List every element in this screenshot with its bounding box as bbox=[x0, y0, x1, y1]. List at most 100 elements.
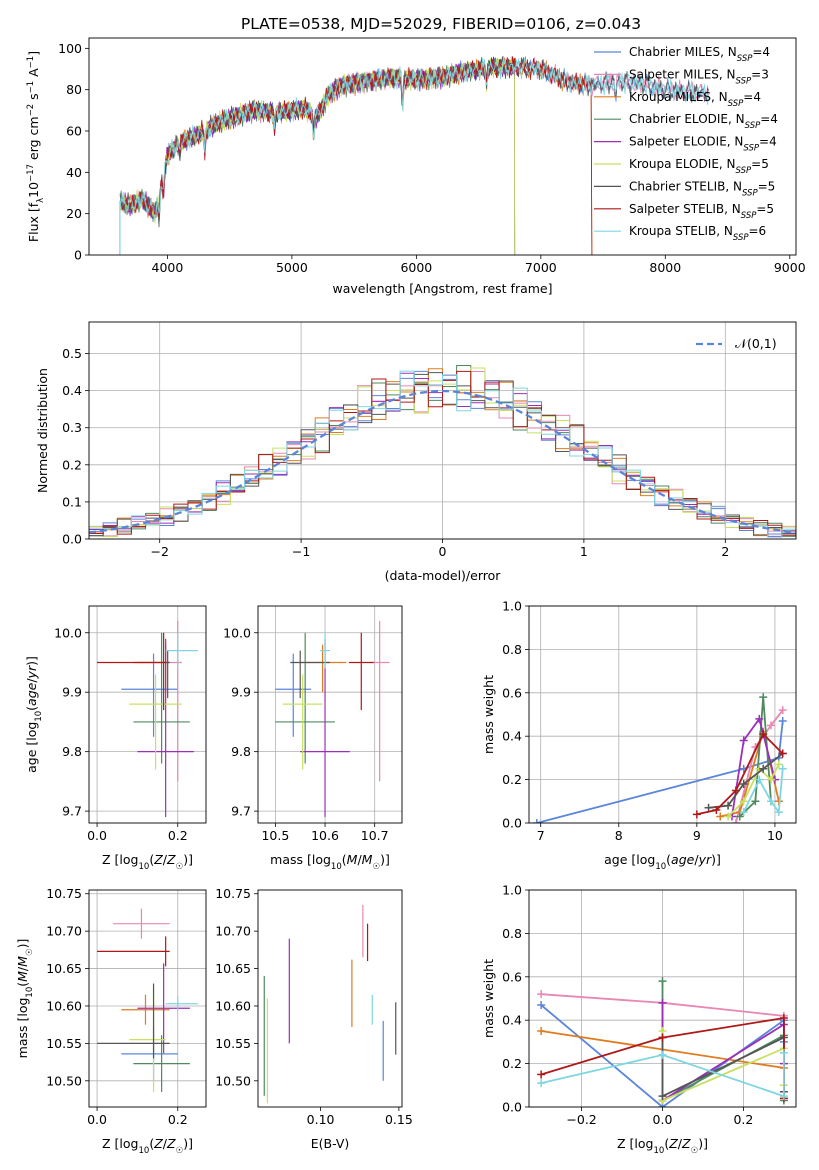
y-tick-label: 10.70 bbox=[46, 924, 82, 939]
weight-marker bbox=[658, 998, 667, 1007]
x-axis-label: Z [log10(Z/Z☉)] bbox=[102, 1136, 193, 1156]
label-part: =6 bbox=[749, 224, 767, 238]
legend-entry: Salpeter STELIB, NSSP=5 bbox=[629, 202, 774, 221]
x-tick-label: 10 bbox=[767, 828, 783, 843]
label-part: E(B-V) bbox=[311, 1136, 350, 1151]
label-part: / bbox=[163, 852, 168, 867]
label-part: SSP bbox=[733, 233, 749, 243]
weight-marker bbox=[658, 977, 667, 986]
weight-marker bbox=[751, 797, 760, 806]
label-part: SSP bbox=[736, 76, 752, 86]
normal-curve bbox=[89, 389, 796, 534]
label-part: 10 bbox=[331, 862, 342, 872]
x-tick-label: 8 bbox=[615, 828, 623, 843]
weight-line bbox=[661, 1036, 785, 1098]
label-part: 10 bbox=[25, 987, 35, 998]
y-axis-label: Flux [fλ10−17 erg cm−2 s−1 A−1] bbox=[26, 51, 46, 242]
label-part: A bbox=[26, 68, 41, 81]
label-part: ☉ bbox=[25, 948, 35, 956]
weight-marker bbox=[774, 760, 783, 769]
x-axis-label: E(B-V) bbox=[311, 1136, 350, 1151]
weight-marker bbox=[735, 812, 744, 821]
y-tick-label: 9.7 bbox=[231, 804, 251, 819]
x-tick-label: 0.2 bbox=[168, 828, 188, 843]
residuals-plot-area bbox=[89, 365, 796, 538]
label-part: )] bbox=[183, 852, 193, 867]
label-part: SSP bbox=[736, 166, 752, 176]
x-tick-label: −0.2 bbox=[566, 1112, 596, 1127]
label-part: SSP bbox=[728, 99, 744, 109]
y-tick-label: 9.8 bbox=[231, 744, 251, 759]
y-tick-label: 0.2 bbox=[62, 457, 82, 472]
x-tick-label: 9 bbox=[693, 828, 701, 843]
label-part: ( bbox=[342, 852, 347, 867]
legend-entry: Salpeter MILES, NSSP=3 bbox=[629, 67, 769, 86]
label-part: ☉ bbox=[176, 862, 184, 872]
y-tick-label: 0.4 bbox=[62, 383, 82, 398]
label-part: M bbox=[15, 971, 30, 982]
x-tick-label: 0.2 bbox=[168, 1112, 188, 1127]
weight-marker bbox=[774, 808, 783, 817]
x-axis-label: mass [log10(M/M☉)] bbox=[270, 852, 390, 872]
age-vs-z-plot-area bbox=[97, 620, 198, 818]
label-part: λ bbox=[36, 198, 46, 203]
x-tick-label: 0.0 bbox=[653, 1112, 673, 1127]
label-part: SSP bbox=[743, 144, 759, 154]
weight-marker bbox=[692, 810, 701, 819]
x-tick-label: 9000 bbox=[774, 260, 806, 275]
label-part: −2 bbox=[26, 104, 36, 117]
weight-marker bbox=[537, 1079, 546, 1088]
y-tick-label: 0.2 bbox=[502, 1056, 522, 1071]
weight-marker bbox=[724, 801, 733, 810]
label-part: ] bbox=[26, 51, 41, 56]
y-tick-label: 0.6 bbox=[502, 969, 522, 984]
axes-frame bbox=[88, 321, 797, 540]
weight-marker bbox=[731, 786, 740, 795]
weight-marker bbox=[739, 736, 748, 745]
y-tick-label: 1.0 bbox=[502, 883, 522, 898]
label-part: / bbox=[15, 966, 30, 971]
legend-entry: Kroupa MILES, NSSP=4 bbox=[629, 90, 761, 109]
y-tick-label: 0.4 bbox=[502, 1013, 522, 1028]
label-part: 10 bbox=[653, 1146, 664, 1156]
label-part: yr bbox=[24, 665, 39, 679]
x-axis-label: age [log10(age/yr)] bbox=[604, 852, 721, 872]
spectrum-line bbox=[119, 55, 709, 255]
label-part: Salpeter MILES, N bbox=[629, 67, 736, 81]
label-part: Salpeter ELODIE, N bbox=[629, 135, 743, 149]
legend-entry: Chabrier MILES, NSSP=4 bbox=[629, 45, 770, 64]
x-tick-label: −1 bbox=[292, 544, 310, 559]
label-part: =4 bbox=[743, 90, 761, 104]
y-tick-label: 10.65 bbox=[46, 961, 82, 976]
label-part: Z bbox=[668, 1136, 678, 1151]
x-tick-label: 1 bbox=[580, 544, 588, 559]
weight-marker bbox=[532, 819, 541, 823]
y-tick-label: 10.65 bbox=[215, 961, 251, 976]
weight-marker bbox=[658, 1092, 667, 1101]
axes-frame bbox=[88, 889, 207, 1108]
y-axis-label: mass weight bbox=[481, 675, 496, 754]
y-tick-label: 0 bbox=[74, 248, 82, 263]
y-tick-label: 10.70 bbox=[215, 924, 251, 939]
label-part: ☉ bbox=[176, 1146, 184, 1156]
label-part: Chabrier MILES, N bbox=[629, 45, 737, 59]
legend-entry: 𝒩(0,1) bbox=[735, 336, 777, 351]
x-tick-label: 2 bbox=[721, 544, 729, 559]
y-tick-label: 0.0 bbox=[62, 532, 82, 547]
y-tick-label: 0.8 bbox=[502, 926, 522, 941]
label-part: )] bbox=[711, 852, 721, 867]
x-tick-label: 7 bbox=[537, 828, 545, 843]
y-tick-label: 10.50 bbox=[46, 1073, 82, 1088]
label-part: Z bbox=[166, 852, 176, 867]
label-part: / bbox=[24, 678, 39, 683]
legend-entry: Kroupa STELIB, NSSP=6 bbox=[629, 224, 766, 243]
y-tick-label: 10.75 bbox=[46, 886, 82, 901]
y-tick-label: 80 bbox=[66, 82, 82, 97]
y-axis-label: Normed distribution bbox=[35, 368, 50, 493]
y-tick-label: 10.55 bbox=[46, 1036, 82, 1051]
weight-line bbox=[536, 720, 784, 823]
weight-marker bbox=[716, 812, 725, 821]
label-part: −17 bbox=[26, 164, 36, 182]
y-tick-label: 0.4 bbox=[502, 729, 522, 744]
weight-marker bbox=[739, 797, 748, 806]
